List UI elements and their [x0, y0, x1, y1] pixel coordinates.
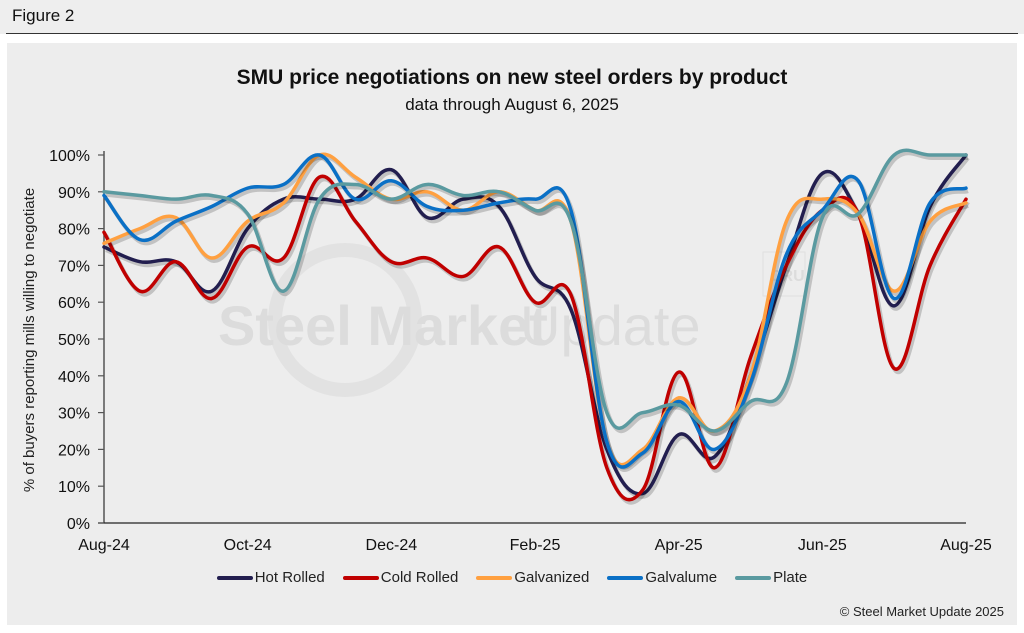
- x-tick-label: Aug-24: [78, 537, 130, 554]
- y-tick-label: 10%: [58, 479, 90, 496]
- y-tick-label: 0%: [67, 516, 90, 533]
- chart-panel: [6, 42, 1018, 626]
- chart-title: SMU price negotiations on new steel orde…: [236, 66, 788, 89]
- watermark: Steel Market Update CRU: [218, 243, 806, 397]
- x-tick-label: Feb-25: [510, 537, 561, 554]
- legend-swatch: [735, 575, 772, 580]
- y-tick-label: 50%: [58, 332, 90, 349]
- y-tick-label: 30%: [58, 406, 90, 423]
- x-tick-label: Apr-25: [655, 537, 703, 554]
- y-tick-label: 20%: [58, 442, 90, 459]
- x-tick-label: Aug-25: [940, 537, 992, 554]
- watermark-logo-ring: [268, 243, 422, 397]
- figure-divider: [6, 33, 1018, 34]
- series-line-cold-rolled: [102, 174, 968, 502]
- figure-header: Figure 2: [0, 0, 1024, 34]
- legend-label: Galvanized: [514, 569, 590, 586]
- y-tick-label: 80%: [58, 222, 90, 239]
- y-tick-label: 60%: [58, 295, 90, 312]
- legend-item-galvalume: Galvalume: [607, 569, 717, 586]
- x-tick-label: Jun-25: [798, 537, 847, 554]
- legend-label: Plate: [773, 569, 808, 586]
- legend-label: Cold Rolled: [380, 569, 459, 586]
- x-tick-label: Oct-24: [224, 537, 272, 554]
- legend-swatch: [476, 575, 513, 580]
- legend-swatch: [342, 575, 379, 580]
- watermark-text-light: Update: [520, 294, 701, 357]
- legend-swatch: [607, 575, 644, 580]
- x-tick-label: Dec-24: [366, 537, 418, 554]
- series-line-galvalume: [102, 153, 968, 469]
- legend-item-cold-rolled: Cold Rolled: [342, 569, 459, 586]
- legend-item-plate: Plate: [735, 569, 807, 586]
- legend-label: Galvalume: [645, 569, 718, 586]
- y-tick-label: 90%: [58, 185, 90, 202]
- copyright: © Steel Market Update 2025: [839, 604, 1004, 619]
- y-axis-label: % of buyers reporting mills willing to n…: [21, 188, 38, 492]
- legend-item-galvanized: Galvanized: [476, 569, 589, 586]
- legend-swatch: [216, 575, 253, 580]
- watermark-badge: [762, 251, 806, 297]
- legend-item-hot-rolled: Hot Rolled: [216, 569, 325, 586]
- axes: 0% 10% 20% 30% 40% 50% 60% 70% 80% 90% 100% Aug-24 O…: [49, 148, 992, 554]
- y-tick-label: 100%: [49, 148, 90, 165]
- series-layer: [102, 148, 970, 505]
- y-tick-label: 70%: [58, 258, 90, 275]
- series-line-plate: [102, 148, 968, 433]
- legend: Hot Rolled Cold Rolled Galvanized Galvalume…: [0, 569, 1024, 586]
- legend-label: Hot Rolled: [254, 569, 325, 586]
- watermark-text-bold: Steel Market: [218, 294, 548, 357]
- y-tick-label: 40%: [58, 369, 90, 386]
- figure-label: Figure 2: [12, 6, 75, 25]
- chart-subtitle: data through August 6, 2025: [405, 95, 619, 114]
